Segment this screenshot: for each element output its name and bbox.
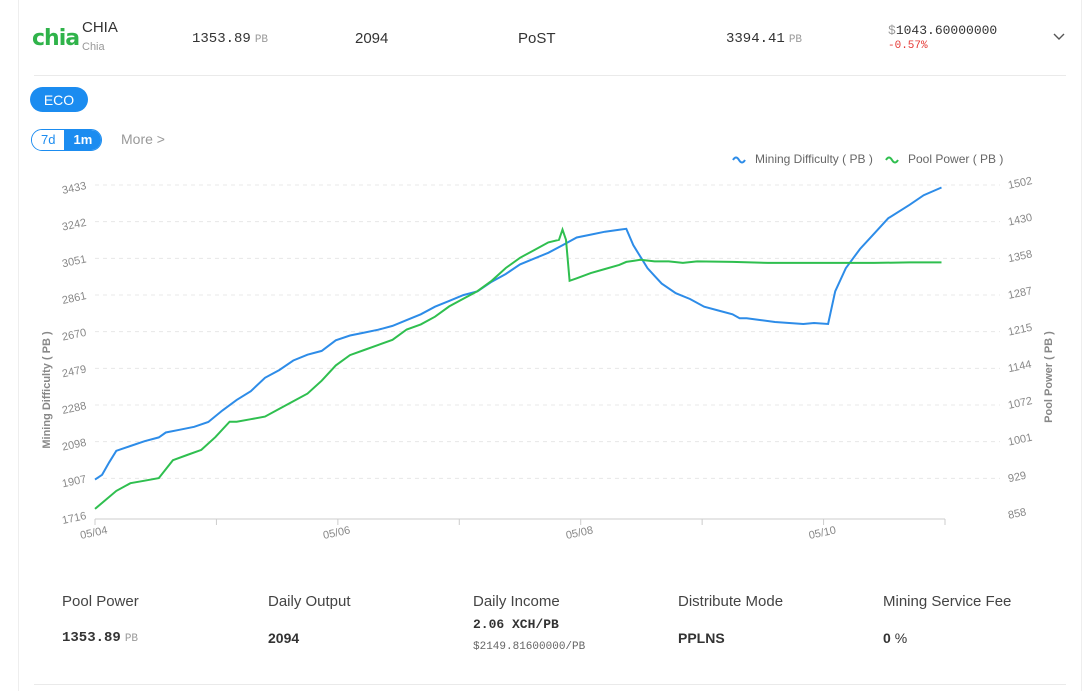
header-price: $1043.60000000 (888, 23, 997, 38)
x-tick-label: 05/10 (808, 524, 837, 541)
right-tick-label: 1358 (1007, 248, 1033, 265)
left-tick-label: 1907 (61, 473, 87, 490)
left-tick-label: 2861 (61, 290, 87, 307)
range-toggle: 7d 1m (31, 129, 103, 151)
range-1m-button[interactable]: 1m (64, 130, 102, 150)
stat-daily-income-usd: $2149.81600000/PB (473, 641, 586, 653)
right-tick-label: 1001 (1007, 432, 1033, 449)
left-tick-label: 3051 (61, 253, 87, 270)
stat-service-fee-value: 0 (883, 630, 891, 646)
coin-header-row[interactable]: chia CHIA Chia 1353.89 PB 2094 PoST 3394.… (0, 0, 1086, 76)
chia-logo: chia (32, 26, 80, 51)
x-tick-label: 05/06 (322, 524, 351, 541)
right-axis-ticks: 858 929 1001 1072 1144 1215 1287 1358 1430 1502 (1007, 175, 1033, 522)
stat-label-distribute-mode: Distribute Mode (678, 593, 784, 610)
right-tick-label: 1287 (1007, 285, 1033, 302)
header-daily-output: 2094 (355, 30, 389, 47)
stat-service-fee-unit: % (894, 630, 908, 646)
header-pool-power-unit: PB (254, 34, 269, 46)
stat-daily-output: 2094 (268, 630, 300, 646)
price-currency: $ (888, 23, 896, 38)
left-tick-label: 2098 (61, 437, 87, 454)
legend-difficulty-icon (732, 156, 746, 164)
left-tick-label: 2479 (61, 363, 87, 380)
header-network-power: 3394.41 PB (726, 31, 802, 47)
stat-distribute-mode: PPLNS (678, 630, 725, 646)
left-tick-label: 2288 (61, 400, 87, 417)
right-tick-label: 858 (1007, 506, 1027, 522)
stat-pool-power-value: 1353.89 (62, 630, 121, 646)
stat-label-pool-power: Pool Power (62, 593, 139, 610)
chart-grid (95, 184, 1000, 479)
left-tick-label: 3433 (61, 180, 87, 197)
price-value: 1043.60000000 (895, 23, 998, 38)
left-tick-label: 1716 (61, 510, 87, 527)
header-pool-power-value: 1353.89 (192, 31, 251, 47)
card-frame (18, 0, 1082, 691)
x-axis: 05/04 05/06 05/08 05/10 (79, 518, 946, 542)
coin-name: CHIA (82, 19, 118, 36)
stat-label-daily-income: Daily Income (473, 593, 560, 610)
stat-label-daily-output: Daily Output (268, 593, 351, 610)
coin-subtitle: Chia (82, 41, 105, 53)
right-tick-label: 1430 (1007, 212, 1033, 229)
right-tick-label: 1215 (1007, 322, 1033, 339)
right-tick-label: 929 (1007, 470, 1027, 486)
stat-pool-power-unit: PB (124, 633, 139, 645)
price-change: -0.57% (888, 40, 928, 52)
mining-chart: 1716 1907 2098 2288 2479 2670 2861 3051 3242 3433… (41, 152, 1055, 542)
stat-daily-income-xch: 2.06 XCH/PB (473, 617, 559, 632)
legend-pool-power-icon (885, 156, 899, 164)
x-tick-label: 05/04 (79, 524, 108, 541)
stat-service-fee: 0 % (883, 630, 907, 646)
eco-button[interactable]: ECO (30, 87, 88, 112)
y-right-label: Pool Power ( PB ) (1043, 331, 1055, 423)
series-pool-power (94, 226, 942, 510)
legend-difficulty-label: Mining Difficulty ( PB ) (755, 152, 873, 166)
header-network-power-unit: PB (788, 34, 803, 46)
chevron-down-icon[interactable] (1052, 30, 1066, 44)
series-mining-difficulty (94, 186, 942, 481)
more-link[interactable]: More > (121, 131, 165, 147)
right-tick-label: 1072 (1007, 395, 1033, 412)
header-mode: PoST (518, 30, 556, 47)
header-network-power-value: 3394.41 (726, 31, 785, 47)
left-axis-ticks: 1716 1907 2098 2288 2479 2670 2861 3051 3242 3433 (61, 180, 87, 527)
range-7d-button[interactable]: 7d (32, 130, 65, 150)
header-pool-power: 1353.89 PB (192, 31, 268, 47)
x-tick-label: 05/08 (565, 524, 594, 541)
footer-divider (34, 684, 1066, 685)
right-tick-label: 1144 (1007, 359, 1033, 376)
left-tick-label: 3242 (61, 217, 87, 234)
header-divider (34, 75, 1066, 76)
stat-label-service-fee: Mining Service Fee (883, 593, 1012, 610)
y-left-label: Mining Difficulty ( PB ) (41, 331, 53, 449)
stat-pool-power: 1353.89 PB (62, 630, 138, 646)
legend[interactable]: Mining Difficulty ( PB ) Pool Power ( PB… (732, 152, 1003, 166)
right-tick-label: 1502 (1007, 175, 1033, 192)
legend-pool-power-label: Pool Power ( PB ) (908, 152, 1003, 166)
left-tick-label: 2670 (61, 327, 87, 344)
